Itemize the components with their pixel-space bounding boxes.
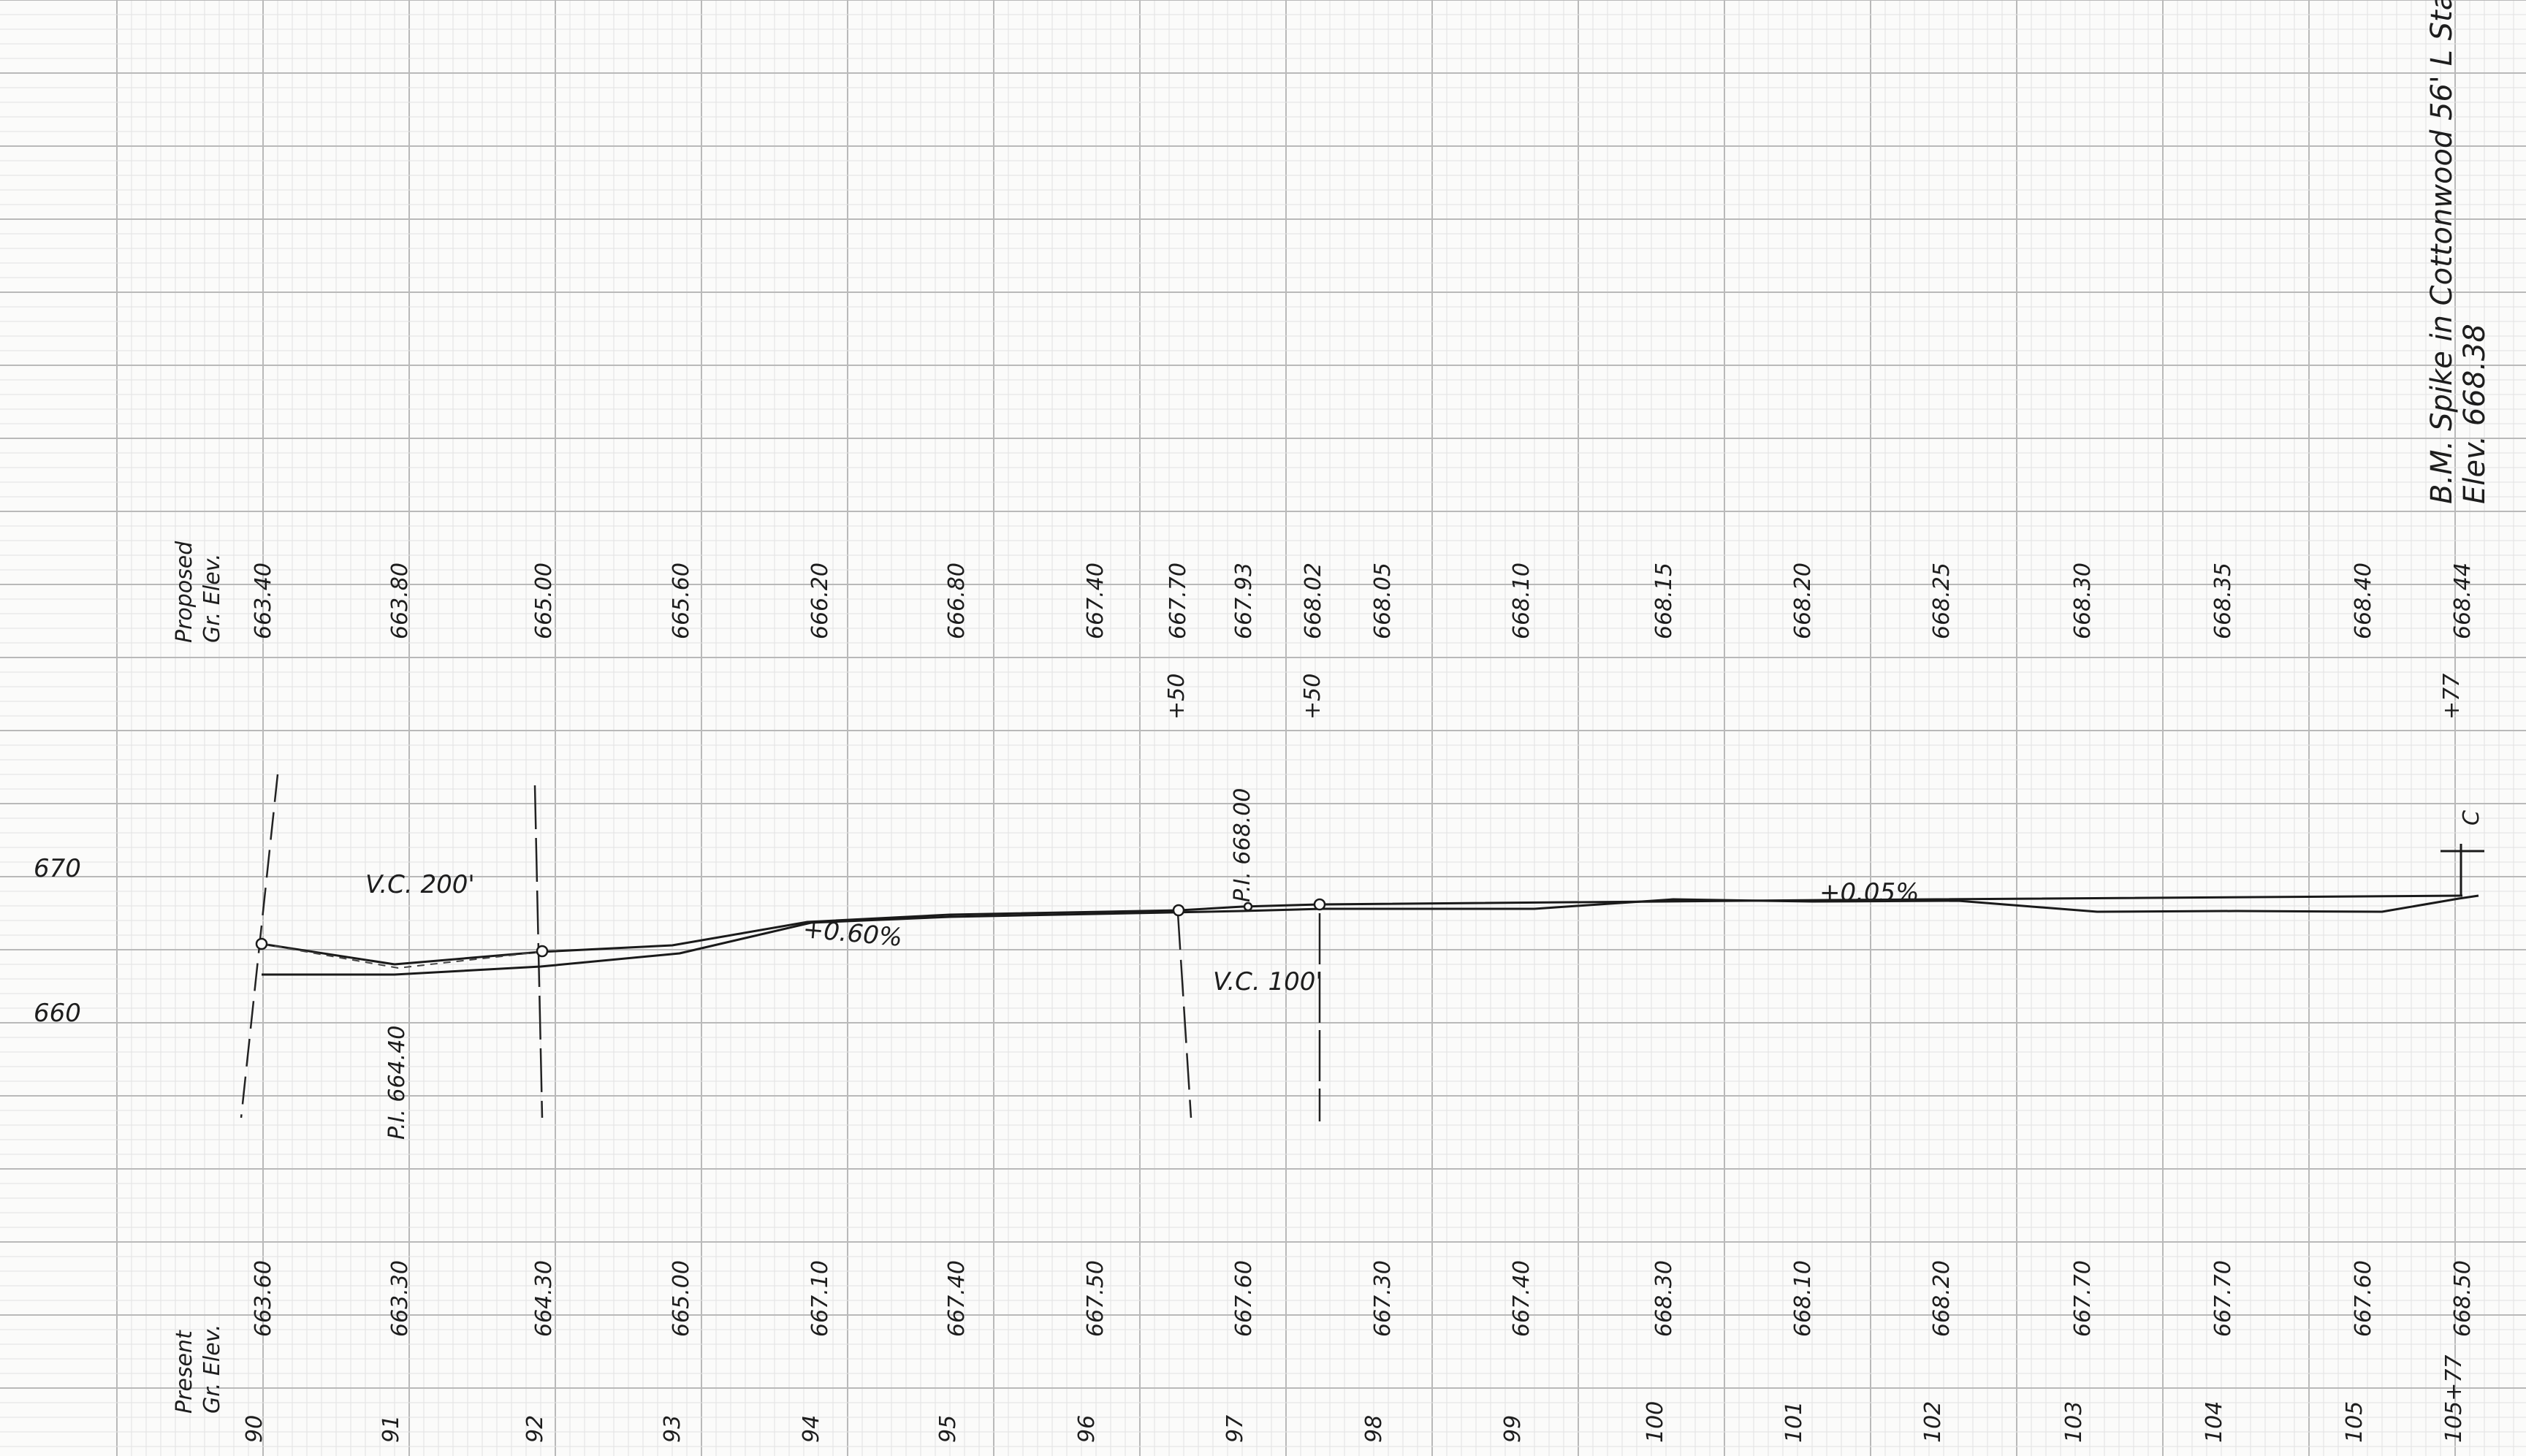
present-elevation: 663.30 xyxy=(387,1260,413,1337)
present-elevation: 668.30 xyxy=(1651,1260,1677,1337)
proposed-elevation: 665.60 xyxy=(669,563,694,639)
proposed-elevation: 668.20 xyxy=(1790,563,1816,639)
pi2-label: P.I. 668.00 xyxy=(1230,788,1255,902)
present-elevation: 667.60 xyxy=(1231,1260,1257,1337)
vc2-length-label: V.C. 100' xyxy=(1213,967,1323,996)
benchmark-elevation: Elev. 668.38 xyxy=(2458,324,2492,504)
present-elevation: 668.20 xyxy=(1929,1260,1955,1337)
vc2-start-mark xyxy=(1176,912,1192,1118)
station-label: 94 xyxy=(799,1415,824,1443)
proposed-elevation: 663.80 xyxy=(387,563,413,639)
vc2-bvc-point xyxy=(1172,904,1185,917)
present-elevation: 667.60 xyxy=(2351,1260,2376,1337)
grade-label-2: +0.05% xyxy=(1819,878,1920,907)
station-label: 97 xyxy=(1222,1415,1248,1443)
station-label: 103 xyxy=(2061,1401,2087,1443)
vc1-length-label: V.C. 200' xyxy=(365,870,475,899)
station-label: 95 xyxy=(935,1415,961,1443)
proposed-elevation: 666.80 xyxy=(944,563,970,639)
station-label: 99 xyxy=(1500,1415,1526,1443)
proposed-elevation: 666.20 xyxy=(807,563,833,639)
station-columns: 90 663.40 663.60 91 663.80 663.30 92 665.00 664.… xyxy=(242,563,2476,1443)
proposed-label-line1: Proposed xyxy=(172,541,197,643)
vc2-pi-point xyxy=(1243,902,1253,912)
pi1-label: P.I. 664.40 xyxy=(384,1026,410,1140)
present-elevation: 668.10 xyxy=(1790,1260,1816,1337)
present-elevation: 664.30 xyxy=(531,1260,557,1337)
station-label: 93 xyxy=(660,1415,685,1443)
present-ground-line xyxy=(262,894,2479,976)
station-label: 92 xyxy=(522,1415,548,1443)
proposed-elevation: 668.25 xyxy=(1929,563,1955,639)
centerline-symbol xyxy=(2441,844,2484,895)
station-label: 90 xyxy=(242,1415,267,1443)
axis-label-670: 670 xyxy=(34,854,81,883)
station-label: 96 xyxy=(1074,1415,1100,1443)
plus-mark-97-50: +50 xyxy=(1300,674,1325,720)
proposed-label-line2: Gr. Elev. xyxy=(199,554,225,644)
station-label: 105 xyxy=(2342,1401,2367,1443)
present-elevation: 667.40 xyxy=(944,1260,970,1337)
station-label: 104 xyxy=(2202,1401,2227,1443)
present-elevation: 668.50 xyxy=(2450,1260,2476,1337)
vc1-bvc-point xyxy=(255,937,268,950)
curve-points xyxy=(255,898,1326,958)
present-elevation: 667.10 xyxy=(807,1260,833,1337)
proposed-elevation: 668.30 xyxy=(2070,563,2096,639)
vc1-evc-point xyxy=(536,945,549,958)
station-label: 91 xyxy=(378,1415,404,1443)
proposed-elevation: 668.02 xyxy=(1301,563,1326,639)
present-elevation: 667.70 xyxy=(2070,1260,2096,1337)
benchmark-note: B.M. Spike in Cottonwood 56' L Sta. 105+… xyxy=(2425,0,2459,504)
proposed-elevation: 667.70 xyxy=(1165,563,1191,639)
proposed-elevation: 668.35 xyxy=(2210,563,2236,639)
proposed-elevation: 663.40 xyxy=(251,563,276,639)
plus-mark-105-77: +77 xyxy=(2439,674,2465,720)
proposed-elevation: 665.00 xyxy=(531,563,557,639)
profile-lines xyxy=(261,894,2479,976)
present-elevation: 667.70 xyxy=(2210,1260,2236,1337)
present-elevation: 667.30 xyxy=(1370,1260,1396,1337)
present-elevation: 667.40 xyxy=(1509,1260,1534,1337)
tangent-extension xyxy=(261,943,541,969)
proposed-elevation: 667.93 xyxy=(1231,563,1257,639)
station-label: 98 xyxy=(1361,1415,1387,1443)
station-label: 101 xyxy=(1781,1401,1807,1443)
proposed-elevation: 667.40 xyxy=(1083,563,1108,639)
proposed-elevation: 668.44 xyxy=(2450,563,2476,639)
station-label: 100 xyxy=(1643,1401,1668,1443)
vc2-evc-point xyxy=(1313,898,1326,911)
present-elevation: 665.00 xyxy=(669,1260,694,1337)
proposed-elevation: 668.10 xyxy=(1509,563,1534,639)
present-elevation: 667.50 xyxy=(1083,1260,1108,1337)
plus-mark-96-50: +50 xyxy=(1164,674,1190,720)
centerline-letter: C xyxy=(2459,810,2484,826)
station-label: 102 xyxy=(1920,1401,1946,1443)
present-elevation: 663.60 xyxy=(251,1260,276,1337)
axis-label-660: 660 xyxy=(34,999,81,1028)
proposed-elevation: 668.05 xyxy=(1370,563,1396,639)
proposed-elevation: 668.15 xyxy=(1651,563,1677,639)
present-label-line2: Gr. Elev. xyxy=(199,1324,225,1414)
station-label: 105+77 xyxy=(2441,1354,2467,1443)
proposed-grade-line xyxy=(261,894,2463,966)
present-label-line1: Present xyxy=(172,1330,197,1414)
proposed-elevation: 668.40 xyxy=(2351,563,2376,639)
